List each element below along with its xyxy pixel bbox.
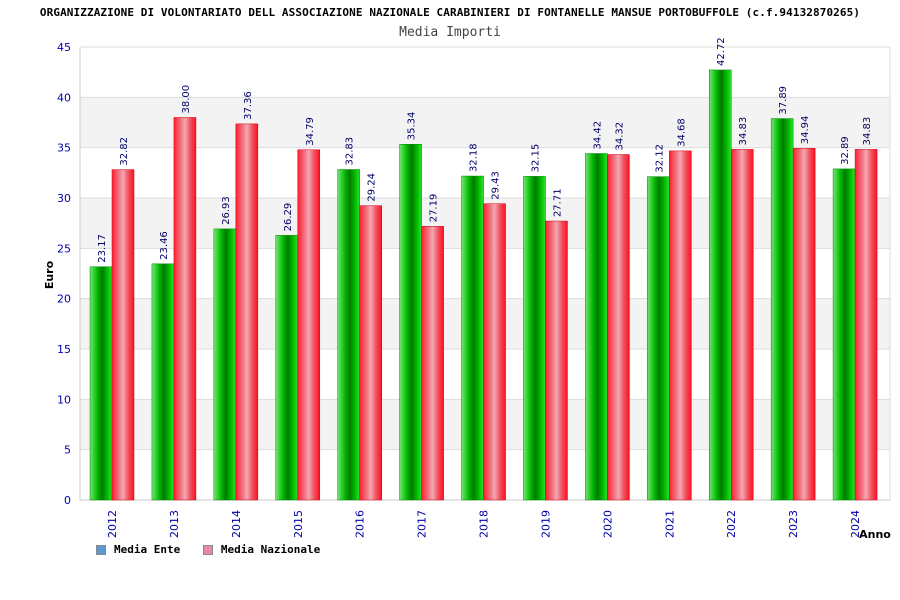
x-tick-label: 2019 [539, 510, 552, 538]
bar-media-nazionale [669, 150, 692, 501]
bar-media-ente [647, 176, 670, 501]
data-label-media-nazionale: 37.36 [243, 91, 254, 120]
bar-media-ente [523, 176, 546, 501]
bar-media-nazionale [792, 148, 816, 501]
y-tick-label: 0 [64, 494, 71, 507]
data-label-media-nazionale: 29.43 [491, 171, 502, 200]
data-label-media-ente: 37.89 [778, 86, 789, 115]
x-tick-label: 2022 [725, 510, 738, 538]
data-label-media-ente: 35.34 [407, 112, 418, 141]
data-label-media-ente: 32.15 [530, 144, 541, 173]
data-label-media-nazionale: 27.71 [552, 188, 563, 217]
data-label-media-ente: 42.72 [716, 37, 727, 66]
y-tick-label: 20 [57, 293, 71, 306]
legend-label-nazionale: Media Nazionale [220, 543, 321, 556]
data-label-media-nazionale: 38.00 [181, 85, 192, 114]
x-tick-label: 2015 [292, 510, 305, 538]
bar-media-ente [832, 168, 856, 501]
y-tick-label: 25 [57, 242, 71, 255]
bar-media-nazionale [297, 149, 321, 501]
data-label-media-ente: 23.46 [159, 231, 170, 260]
plot-band [80, 147, 890, 198]
data-label-media-ente: 26.29 [283, 203, 294, 232]
y-tick-label: 40 [57, 91, 71, 104]
y-tick-label: 5 [64, 444, 71, 457]
legend-swatch-ente [96, 544, 106, 555]
data-label-media-ente: 32.12 [654, 144, 665, 173]
bar-media-nazionale [545, 220, 568, 501]
bar-media-ente [399, 143, 422, 501]
legend-item-ente: Media Ente [96, 543, 180, 556]
data-label-media-nazionale: 34.83 [862, 117, 873, 146]
bar-media-ente [213, 228, 237, 501]
bar-media-ente [275, 235, 299, 501]
x-tick-label: 2014 [230, 510, 243, 538]
bar-media-ente [770, 118, 794, 501]
x-tick-label: 2021 [663, 510, 676, 538]
x-tick-label: 2013 [168, 510, 181, 538]
bar-media-nazionale [235, 123, 259, 501]
chart-title: ORGANIZZAZIONE DI VOLONTARIATO DELL ASSO… [39, 6, 861, 19]
plot-band [80, 47, 890, 98]
data-label-media-nazionale: 34.94 [800, 116, 811, 145]
data-label-media-nazionale: 34.83 [738, 117, 749, 146]
plot-band [80, 97, 890, 148]
bar-media-nazionale [359, 205, 382, 501]
bar-media-nazionale [483, 203, 506, 501]
bar-media-ente [337, 169, 360, 501]
data-label-media-nazionale: 29.24 [367, 173, 378, 202]
data-label-media-nazionale: 34.79 [305, 117, 316, 146]
y-tick-label: 30 [57, 192, 71, 205]
y-tick-label: 10 [57, 393, 71, 406]
bar-media-ente [461, 175, 484, 501]
data-label-media-ente: 23.17 [97, 234, 108, 263]
y-tick-label: 45 [57, 41, 71, 54]
data-label-media-ente: 32.83 [345, 137, 356, 166]
legend-swatch-nazionale [202, 544, 213, 555]
legend-item-nazionale: Media Nazionale [202, 543, 321, 556]
data-label-media-ente: 34.42 [592, 121, 603, 150]
legend-label-ente: Media Ente [114, 543, 181, 556]
bar-media-ente [151, 263, 175, 501]
data-label-media-nazionale: 27.19 [429, 194, 440, 223]
data-label-media-nazionale: 34.32 [614, 122, 625, 151]
y-tick-label: 35 [57, 142, 71, 155]
y-axis-label: Euro [43, 260, 56, 289]
x-axis-label: Anno [859, 528, 891, 541]
legend: Media Ente Media Nazionale [96, 543, 336, 558]
bar-media-nazionale [730, 149, 754, 501]
bar-media-nazionale [421, 226, 444, 501]
data-label-media-nazionale: 34.68 [676, 118, 687, 147]
tick-labels: 0 5 10 15 20 25 30 35 40 45 2012 2013 2014 2015 2016 20… [57, 41, 862, 538]
x-tick-label: 2018 [478, 510, 491, 538]
bar-media-ente [585, 153, 608, 501]
bars [89, 69, 878, 501]
x-tick-label: 2017 [416, 510, 429, 538]
bar-media-nazionale [854, 149, 878, 501]
data-label-media-nazionale: 32.82 [119, 137, 130, 166]
y-tick-label: 15 [57, 343, 71, 356]
data-label-media-ente: 26.93 [221, 196, 232, 225]
x-tick-label: 2016 [354, 510, 367, 538]
x-tick-label: 2023 [787, 510, 800, 538]
x-tick-label: 2024 [849, 510, 862, 538]
bar-media-ente [89, 266, 113, 501]
bar-media-nazionale [111, 169, 135, 501]
x-tick-label: 2012 [106, 510, 119, 538]
bar-media-ente [708, 69, 732, 501]
data-label-media-ente: 32.18 [469, 143, 480, 172]
x-tick-label: 2020 [601, 510, 614, 538]
bar-media-nazionale [173, 117, 197, 501]
chart-subtitle: Media Importi [399, 25, 501, 40]
bar-media-nazionale [607, 154, 630, 501]
bar-labels: 23.17 32.82 23.46 38.00 26.93 37.36 26.29 34.79… [97, 37, 873, 262]
data-label-media-ente: 32.89 [840, 136, 851, 165]
